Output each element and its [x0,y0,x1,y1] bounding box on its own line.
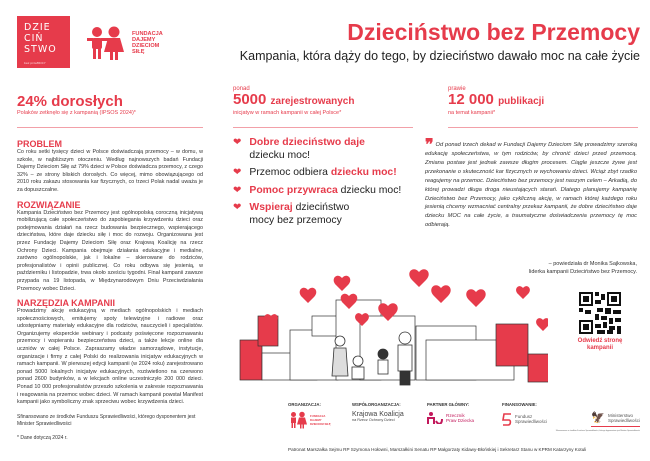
stat-value: 5000 [233,91,267,108]
slogan: ❤ Wspieraj dzieciństwo mocy bez przemocy [233,202,413,227]
funding-note: Sfinansowano ze środków Funduszu Sprawie… [17,413,196,427]
heart-icon: ❤ [233,137,242,148]
sponsor-label: WSPÓŁORGANIZACJA: [352,402,401,407]
quote-mark-icon: ❞ [425,137,434,154]
slogans: ❤ Dobre dzieciństwo daje dziecku moc! ❤ Prz… [233,137,413,232]
stat-unit: publikacji [498,96,545,107]
stat-pre: ponad [233,86,250,92]
sponsor-coorganization: WSPÓŁORGANIZACJA: Krajowa Koalicja na Rz… [352,402,404,422]
left-column: PROBLEM Co roku setki tysięcy dzieci w P… [17,136,203,442]
slogan-rest: dzieciństwo mocy bez przemocy [249,202,350,226]
logo-line: STWO [24,44,57,55]
stat-unit: zarejestrowanych [270,96,355,107]
page-title: Dzieciństwo bez Przemocy [347,19,640,45]
children-icon [291,411,307,429]
logo-tag: bez przeMOCY [24,61,46,65]
logo-line: CIŃ [24,33,44,44]
section-heading: ROZWIĄZANIE [17,199,81,210]
section-text: Prowadzimy akcję edukacyjną w mediach og… [17,308,203,406]
stat-sub: na temat kampanii* [448,110,496,116]
fund-name: Fundusz [515,414,533,419]
section-text: Kampania Dzieciństwo bez Przemocy jest o… [17,209,203,292]
footnote: * Dane dotyczą 2024 r. [17,434,68,441]
slogan-rest: dziecku moc! [340,184,402,196]
slogan-rest: dziecku moc! [249,149,311,161]
heart-icon: ❤ [233,184,242,196]
stat-value: 12 000 [448,91,494,108]
ministry-name: Sprawiedliwości [607,417,640,423]
qr-code[interactable] [579,292,621,334]
children-icon [87,26,124,60]
section-heading: NARZĘDZIA KAMPANII [17,298,115,309]
sponsor-partner: PARTNER GŁÓWNY: Rzecznik Praw Dziecka [427,402,474,424]
section-text: Co roku setki tysięcy dzieci w Polsce do… [17,149,203,193]
quote-text: Od ponad trzech dekad w Fundacji Dajemy … [425,142,637,229]
eagle-emblem-icon: 🦅 [591,412,605,424]
sponsor-organization: ORGANIZACJA: FUNDACJA DAJEMY DZIECIOM SI… [288,402,332,429]
fdds-logo: FUNDACJA DAJEMY DZIECIOM SIŁĘ [86,26,170,60]
coorganization-name: Krajowa Koalicja [352,411,404,418]
partner-name: Praw Dziecka [446,418,475,423]
fdds-logo-text: FUNDACJA DAJEMY DZIECIOM SIŁĘ [132,31,163,55]
family-figures [331,331,413,386]
heart-icon: ❤ [233,167,242,178]
sponsor-label: ORGANIZACJA: [288,402,321,407]
divider [17,127,203,128]
divider [233,127,413,128]
campaign-logo: DZIE CIŃ STWO bez przeMOCY [17,16,70,68]
quote-attribution: – powiedziała dr Monika Sajkowska, lider… [425,260,637,276]
stat-sub: inicjatyw w ramach kampanii w całej Pols… [233,110,342,116]
stat-pre: prawie [448,86,466,92]
city-hearts-illustration [239,269,548,386]
stat-publications: prawie 12 000 publikacji na temat kampan… [448,86,638,116]
slogan-bold: Dobre dzieciństwo daje [249,137,365,148]
ministry-name: Ministerstwo [607,412,633,418]
fund-name: Sprawiedliwości [515,419,548,424]
attribution-line: liderka kampanii Dzieciństwo bez Przemoc… [528,269,637,275]
coorganization-name-sub: na Rzecz Ochrony Dzieci [352,418,395,422]
divider [448,127,638,128]
logo-line: DZIE [24,22,51,33]
sponsor-label: FINANSOWANIE: [502,402,537,407]
slogan: ❤ Pomoc przywraca dziecku moc! [233,185,413,198]
stat-adults: 24% dorosłych Polaków zetknęło się z kam… [17,93,203,117]
stat-initiatives: ponad 5000 zarejestrowanych inicjatyw w … [233,86,413,116]
qr-caption-link[interactable]: Odwiedź stronę kampanii [577,338,623,351]
stat-sub: Polaków zetknęło się z kampanią (IPSOS 2… [17,110,136,116]
sponsor-label: PARTNER GŁÓWNY: [427,402,470,407]
attribution-line: – powiedziała dr Monika Sajkowska, [548,261,637,267]
page-subtitle: Kampania, która dąży do tego, by dzieciń… [239,49,640,63]
slogan-bold: Pomoc przywraca [249,184,338,196]
slogan: ❤ Przemoc odbiera dziecku moc! [233,167,413,180]
sponsor-funding: FINANSOWANIE: Fundusz Sprawiedliwości 🦅 M… [502,402,640,432]
patronage-text: Patronat Marszałka Sejmu RP Szymona Hoło… [288,447,587,452]
slogan: ❤ Dobre dzieciństwo daje dziecku moc! [233,137,413,162]
rpd-logo-icon [427,412,443,424]
fundusz-logo-icon [502,412,512,426]
partner-name: Rzecznik [446,413,465,418]
stat-value: 24% dorosłych [17,93,123,110]
heart-icon: ❤ [233,202,242,213]
organization-name: FUNDACJA DAJEMY DZIECIOM SIŁĘ [310,414,331,426]
funding-small-print: Sfinansowano ze środków Funduszu Sprawie… [555,430,640,432]
heart-balloons [264,269,548,331]
slogan-bold: dziecku moc! [330,167,397,178]
slogan-rest: Przemoc odbiera [249,167,328,178]
section-heading: PROBLEM [17,139,62,149]
quote: ❞ Od ponad trzech dekad w Fundacji Dajem… [425,138,637,230]
slogan-bold: Wspieraj [249,202,293,213]
